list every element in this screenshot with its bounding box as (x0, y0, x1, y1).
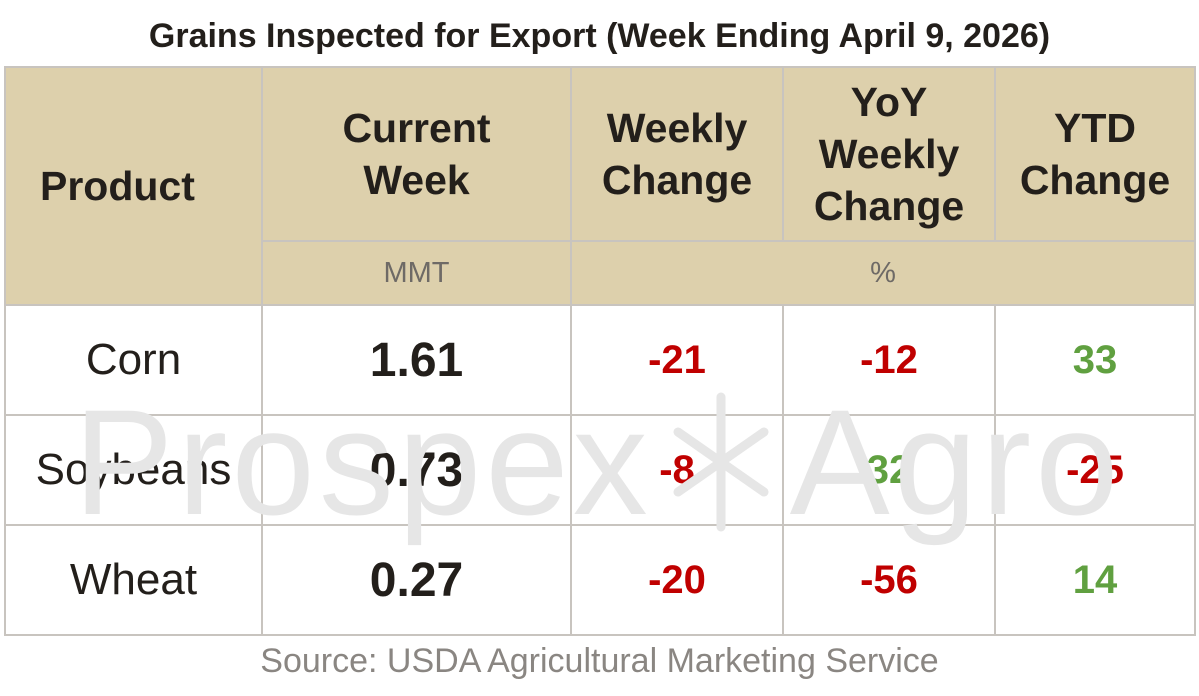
product-cell: Soybeans (4, 414, 263, 526)
weekly-change-cell: -20 (570, 524, 784, 636)
data-table-container: Product Current Week Weekly Change YoY W… (4, 66, 1196, 636)
table-body: Corn 1.61 -21 -12 33 Soybeans 0.73 -8 32 -25 Wheat… (4, 304, 1196, 636)
header-current-week-label: Current Week (342, 105, 491, 203)
unit-mmt: MMT (261, 240, 572, 306)
units-row: MMT % (5, 240, 1196, 306)
grain-inspections-table: Product Current Week Weekly Change YoY W… (4, 66, 1196, 636)
header-yoy-weekly-change: YoY Weekly Change (782, 66, 996, 242)
weekly-change-cell: -8 (570, 414, 784, 526)
table-title: Grains Inspected for Export (Week Ending… (148, 16, 1051, 55)
ytd-change-cell: -25 (994, 414, 1196, 526)
weekly-change-cell: -21 (570, 304, 784, 416)
current-week-cell: 0.73 (261, 414, 572, 526)
yoy-weekly-change-cell: 32 (782, 414, 996, 526)
table-row: Wheat 0.27 -20 -56 14 (4, 524, 1196, 636)
unit-percent: % (570, 240, 1196, 306)
yoy-weekly-change-cell: -56 (782, 524, 996, 636)
source-note: Source: USDA Agricultural Marketing Serv… (260, 641, 939, 680)
table-row: Soybeans 0.73 -8 32 -25 (4, 414, 1196, 526)
ytd-change-cell: 33 (994, 304, 1196, 416)
product-cell: Corn (4, 304, 263, 416)
header-row: Product Current Week Weekly Change YoY W… (4, 66, 1196, 306)
header-weekly-change: Weekly Change (570, 66, 784, 242)
product-cell: Wheat (4, 524, 263, 636)
table-row: Corn 1.61 -21 -12 33 (4, 304, 1196, 416)
header-ytd-change: YTD Change (994, 66, 1196, 242)
current-week-cell: 0.27 (261, 524, 572, 636)
header-ytd-change-label: YTD Change (1019, 105, 1171, 203)
header-yoy-weekly-change-label: YoY Weekly Change (813, 79, 965, 229)
yoy-weekly-change-cell: -12 (782, 304, 996, 416)
header-current-week: Current Week (261, 66, 572, 242)
ytd-change-cell: 14 (994, 524, 1196, 636)
header-product: Product (4, 66, 263, 306)
current-week-cell: 1.61 (261, 304, 572, 416)
header-weekly-change-label: Weekly Change (601, 105, 753, 203)
